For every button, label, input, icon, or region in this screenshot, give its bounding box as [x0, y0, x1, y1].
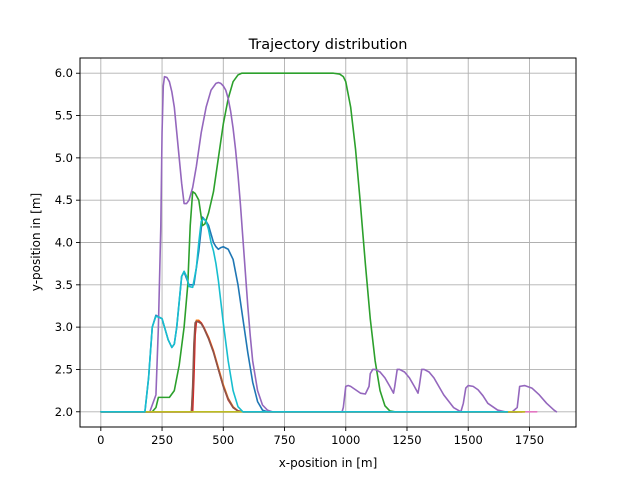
y-tick-label: 3.0 [55, 320, 73, 334]
series-lines [100, 72, 558, 413]
x-tick-label: 1750 [515, 433, 544, 447]
y-axis-ticks: 2.0 2.5 3.0 3.5 4.0 4.5 5.0 5.5 6.0 [55, 66, 80, 419]
x-tick-label: 1250 [392, 433, 421, 447]
chart-title: Trajectory distribution [248, 37, 408, 53]
x-tick-label: 250 [151, 433, 173, 447]
x-tick-label: 500 [212, 433, 234, 447]
y-axis-label: y-position in [m] [29, 193, 43, 291]
trajectory-line-5 [100, 75, 558, 413]
x-axis-ticks: 0 250 500 750 1000 1250 1500 1750 [97, 427, 544, 447]
y-tick-label: 4.0 [55, 236, 73, 250]
y-tick-label: 6.0 [55, 66, 73, 80]
trajectory-line-3 [100, 72, 519, 413]
x-tick-label: 0 [97, 433, 104, 447]
y-tick-label: 5.5 [55, 109, 73, 123]
y-tick-label: 2.0 [55, 405, 73, 419]
x-tick-label: 750 [274, 433, 296, 447]
y-tick-label: 5.0 [55, 151, 73, 165]
y-tick-label: 3.5 [55, 278, 73, 292]
trajectory-line-10 [100, 218, 509, 413]
x-tick-label: 1500 [454, 433, 483, 447]
y-tick-label: 4.5 [55, 193, 73, 207]
y-tick-label: 2.5 [55, 362, 73, 376]
x-axis-label: x-position in [m] [279, 456, 378, 470]
x-tick-label: 1000 [331, 433, 360, 447]
